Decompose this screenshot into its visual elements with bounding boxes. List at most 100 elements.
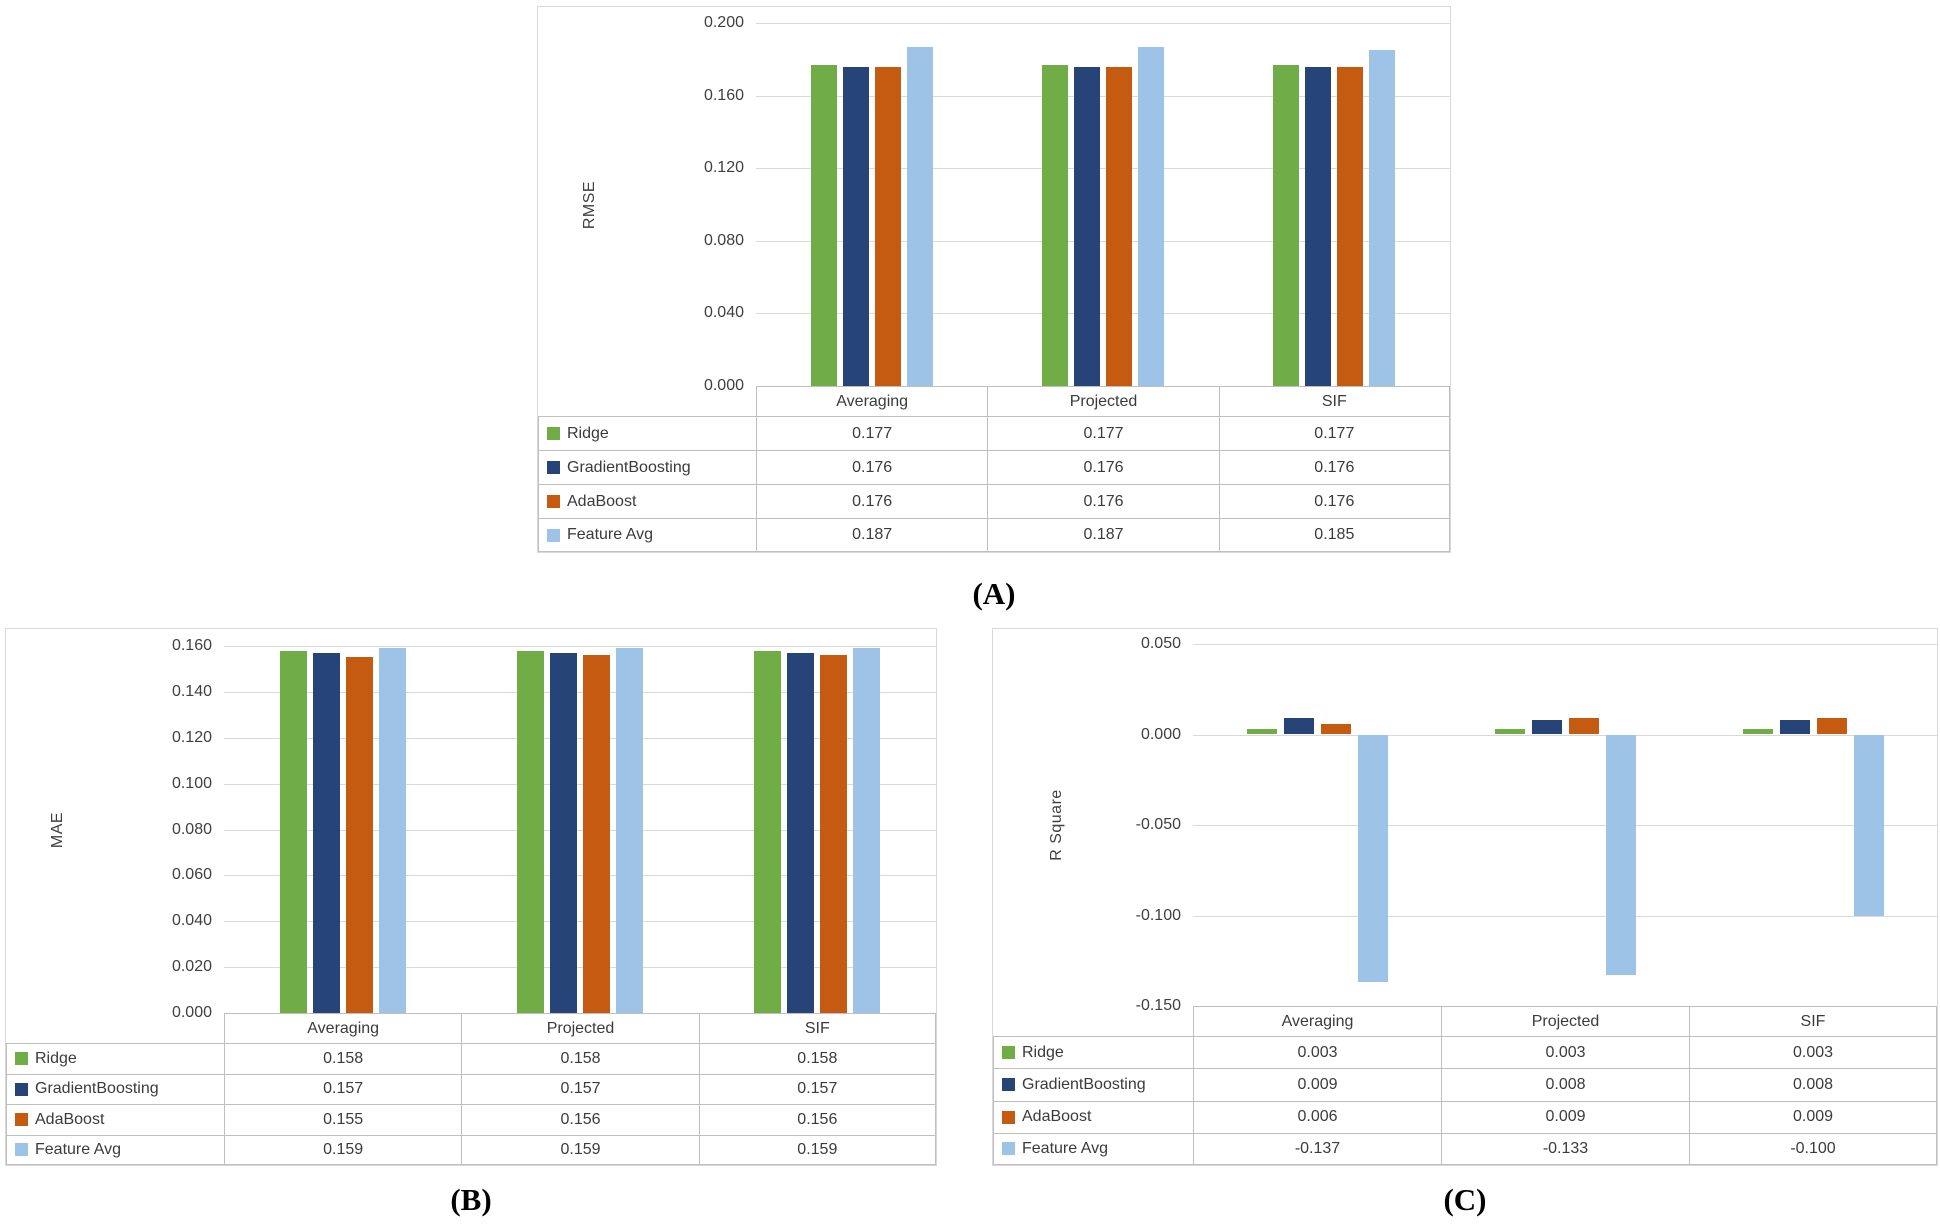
- bar-adaboost-averaging: [345, 657, 373, 1013]
- value-ridge-sif: 0.158: [698, 1043, 936, 1074]
- bar-ridge-projected: [516, 650, 544, 1013]
- legend-gradientboosting: GradientBoosting: [538, 450, 756, 484]
- value-ridge-projected: 0.003: [1441, 1036, 1689, 1069]
- category-header-projected: Projected: [461, 1013, 699, 1043]
- y-tick-label: 0.120: [171, 728, 212, 746]
- y-tick-label: -0.050: [1135, 816, 1181, 833]
- category-header-projected: Projected: [987, 386, 1219, 416]
- bar-gradientboosting-projected: [1531, 720, 1562, 735]
- value-ridge-sif: 0.003: [1689, 1036, 1937, 1069]
- bar-feature-avg-sif: [853, 648, 881, 1013]
- gridline: [1193, 734, 1937, 736]
- value-feature-avg-projected: -0.133: [1441, 1132, 1689, 1165]
- y-axis-title: MAE: [49, 811, 66, 848]
- category-header-sif: SIF: [698, 1013, 936, 1043]
- y-tick-label: -0.100: [1135, 906, 1181, 924]
- gridline: [756, 168, 1450, 170]
- legend-label-gradientboosting: GradientBoosting: [35, 1080, 159, 1098]
- gridline: [224, 737, 936, 739]
- gridline: [756, 240, 1450, 242]
- value-adaboost-averaging: 0.155: [224, 1104, 462, 1135]
- value-ridge-sif: 0.177: [1218, 416, 1450, 450]
- table-corner-cell: [6, 1013, 224, 1043]
- legend-swatch-feature-avg: [15, 1143, 28, 1157]
- gridline: [1193, 915, 1937, 917]
- category-group-projected: [1441, 629, 1689, 1006]
- bar-ridge-sif: [1742, 729, 1773, 735]
- gridline: [224, 875, 936, 877]
- panel-label-c: (C): [1443, 1182, 1487, 1217]
- legend-swatch-adaboost: [15, 1113, 28, 1127]
- legend-swatch-ridge: [547, 427, 560, 440]
- value-adaboost-sif: 0.176: [1218, 484, 1450, 518]
- chart-panel-rsquare: R Square 0.050 0.000 -0.050 -0.100 -0.150 Aver…: [992, 628, 1938, 1166]
- value-gradientboosting-averaging: 0.176: [756, 450, 988, 484]
- category-group-sif: [699, 629, 936, 1013]
- value-feature-avg-sif: 0.159: [698, 1134, 936, 1165]
- legend-swatch-gradientboosting: [547, 461, 560, 474]
- plot-area: [756, 7, 1450, 387]
- legend-swatch-ridge: [15, 1052, 28, 1066]
- legend-label-feature-avg: Feature Avg: [35, 1140, 121, 1158]
- data-table: Averaging Projected SIF Ridge 0.177 0.177 0.17…: [538, 386, 1450, 552]
- legend-gradientboosting: GradientBoosting: [993, 1068, 1193, 1101]
- bar-gradientboosting-sif: [1305, 66, 1332, 386]
- gridline: [224, 691, 936, 693]
- legend-adaboost: AdaBoost: [993, 1100, 1193, 1133]
- y-tick-label: 0.060: [171, 866, 212, 884]
- legend-label-feature-avg: Feature Avg: [1022, 1139, 1108, 1157]
- bar-feature-avg-averaging: [906, 46, 933, 386]
- bar-ridge-sif: [754, 650, 782, 1013]
- legend-swatch-gradientboosting: [1002, 1078, 1015, 1092]
- bar-adaboost-projected: [1568, 718, 1599, 735]
- value-gradientboosting-sif: 0.008: [1689, 1068, 1937, 1101]
- legend-label-ridge: Ridge: [567, 424, 609, 442]
- panel-label-a: (A): [972, 576, 1016, 611]
- y-tick-label: 0.080: [171, 820, 212, 838]
- bar-feature-avg-projected: [1605, 734, 1636, 976]
- legend-label-gradientboosting: GradientBoosting: [1022, 1075, 1146, 1093]
- bar-feature-avg-averaging: [378, 648, 406, 1013]
- legend-adaboost: AdaBoost: [538, 484, 756, 518]
- value-adaboost-projected: 0.176: [987, 484, 1219, 518]
- y-tick-label: 0.050: [1140, 635, 1181, 652]
- value-gradientboosting-averaging: 0.157: [224, 1073, 462, 1104]
- bar-adaboost-averaging: [874, 66, 901, 386]
- bar-feature-avg-projected: [615, 648, 643, 1013]
- table-corner-cell: [538, 386, 756, 416]
- value-gradientboosting-averaging: 0.009: [1193, 1068, 1441, 1101]
- bar-adaboost-sif: [1337, 66, 1364, 386]
- data-table: Averaging Projected SIF Ridge 0.158 0.158 0.15…: [6, 1013, 936, 1165]
- legend-swatch-feature-avg: [1002, 1142, 1015, 1156]
- chart-panel-mae: MAE 0.000 0.020 0.040 0.060 0.080 0.100 0.120 0.…: [5, 628, 937, 1166]
- category-header-averaging: Averaging: [756, 386, 988, 416]
- value-adaboost-averaging: 0.176: [756, 484, 988, 518]
- value-ridge-averaging: 0.003: [1193, 1036, 1441, 1069]
- bar-adaboost-projected: [582, 655, 610, 1013]
- bar-feature-avg-projected: [1137, 46, 1164, 386]
- category-group-averaging: [756, 7, 987, 386]
- value-gradientboosting-sif: 0.176: [1218, 450, 1450, 484]
- legend-gradientboosting: GradientBoosting: [6, 1073, 224, 1104]
- legend-label-adaboost: AdaBoost: [35, 1110, 105, 1128]
- legend-ridge: Ridge: [6, 1043, 224, 1074]
- bar-gradientboosting-averaging: [312, 652, 340, 1013]
- bar-adaboost-sif: [820, 655, 848, 1013]
- value-feature-avg-averaging: -0.137: [1193, 1132, 1441, 1165]
- legend-label-feature-avg: Feature Avg: [567, 526, 653, 543]
- gridline: [756, 23, 1450, 24]
- value-feature-avg-projected: 0.159: [461, 1134, 699, 1165]
- y-axis: R Square 0.050 0.000 -0.050 -0.100 -0.150: [993, 629, 1193, 1014]
- y-tick-label: 0.100: [171, 774, 212, 792]
- y-tick-label: 0.160: [703, 86, 744, 104]
- bar-feature-avg-averaging: [1357, 734, 1388, 983]
- legend-swatch-gradientboosting: [15, 1082, 28, 1096]
- value-adaboost-averaging: 0.006: [1193, 1100, 1441, 1133]
- y-tick-label: 0.040: [703, 304, 744, 322]
- y-tick-label: 0.140: [171, 682, 212, 700]
- value-gradientboosting-projected: 0.008: [1441, 1068, 1689, 1101]
- legend-feature-avg: Feature Avg: [993, 1132, 1193, 1165]
- bar-gradientboosting-sif: [787, 652, 815, 1013]
- y-tick-label: 0.120: [703, 159, 744, 177]
